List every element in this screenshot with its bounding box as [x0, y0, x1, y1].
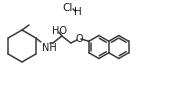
- Text: HO: HO: [52, 26, 67, 36]
- Text: NH: NH: [42, 43, 57, 53]
- Text: O: O: [75, 34, 83, 44]
- Text: Cl: Cl: [63, 3, 73, 13]
- Text: H: H: [74, 7, 82, 17]
